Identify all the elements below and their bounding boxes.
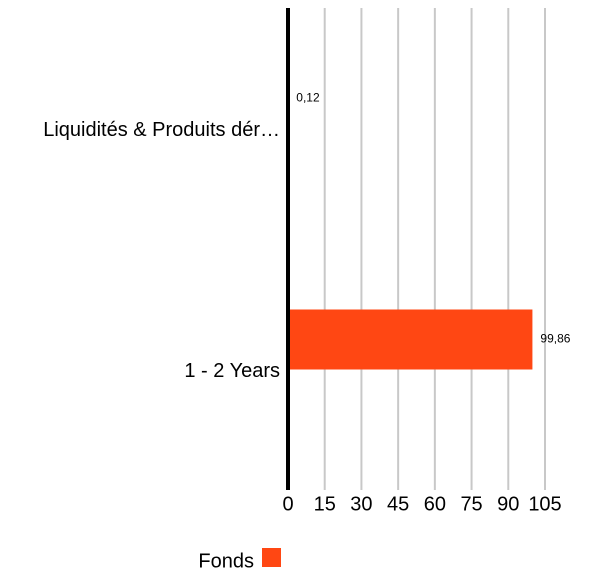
x-tick-label: 45 [387, 493, 409, 515]
x-tick-label: 0 [282, 493, 293, 515]
x-tick-label: 75 [460, 493, 482, 515]
value-label: 0,12 [296, 91, 320, 105]
legend-label: Fonds [198, 550, 254, 572]
x-tick-label: 15 [314, 493, 336, 515]
y-tick-label: 1 - 2 Years [184, 360, 280, 382]
x-tick-label: 90 [497, 493, 519, 515]
y-tick-label: Liquidités & Produits dér… [43, 119, 280, 141]
bar [288, 309, 533, 370]
legend-swatch [262, 548, 281, 567]
x-tick-label: 60 [424, 493, 446, 515]
x-tick-label: 105 [528, 493, 561, 515]
x-tick-label: 30 [350, 493, 372, 515]
value-label: 99,86 [540, 332, 570, 346]
